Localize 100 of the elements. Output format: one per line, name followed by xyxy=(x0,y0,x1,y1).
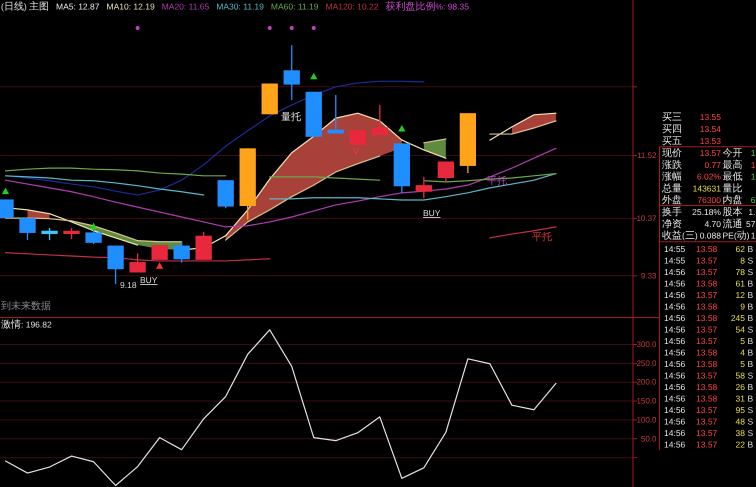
text: S xyxy=(748,324,754,334)
line-series xyxy=(4,329,557,486)
text: 13.57 xyxy=(696,404,718,415)
text: S xyxy=(748,370,754,380)
text: 13.57 xyxy=(696,290,718,300)
text: 78 xyxy=(736,266,746,277)
text: 内盘 xyxy=(722,194,742,206)
text: 1 xyxy=(750,172,756,182)
text: 14:56 xyxy=(664,266,686,277)
text: 13.58 xyxy=(696,347,718,358)
y-tick-label: 10.37 xyxy=(636,214,658,224)
text: 13.58 xyxy=(696,278,718,288)
text: 13.58 xyxy=(696,393,718,404)
text: 13.53 xyxy=(700,136,722,146)
annotation: BUY xyxy=(423,208,441,218)
text: B xyxy=(748,290,754,300)
text: 14:56 xyxy=(664,439,686,450)
text: 股本 xyxy=(722,206,742,218)
text: 38 xyxy=(736,428,746,438)
text: 13.58 xyxy=(696,301,718,312)
text: 14:56 xyxy=(664,416,686,426)
text: 14:56 xyxy=(664,358,686,369)
candlestick xyxy=(372,104,388,136)
text: 14:56 xyxy=(664,393,686,404)
chart-title: (日线) 主图 xyxy=(1,0,50,12)
point xyxy=(136,26,140,30)
text: B xyxy=(748,347,754,358)
text: B xyxy=(748,382,754,392)
text: 5 xyxy=(740,336,746,346)
text: 换手 xyxy=(662,206,682,218)
point xyxy=(90,222,98,230)
text: 54 xyxy=(736,324,746,334)
text: 9 xyxy=(740,301,746,312)
y-tick-label: 9.33 xyxy=(640,271,658,280)
candlestick xyxy=(328,94,344,134)
text: 245 xyxy=(730,312,746,323)
text: MA120: 10.22 xyxy=(326,2,379,12)
text: 14:56 xyxy=(664,347,686,358)
text: B xyxy=(748,301,754,312)
candlestick xyxy=(19,217,36,241)
text: PE(动) xyxy=(722,230,750,242)
text: 1. xyxy=(748,207,756,217)
text: MA20: 11.65 xyxy=(162,2,210,12)
text: 76300 xyxy=(697,195,722,206)
point xyxy=(312,26,316,30)
y-tick-label: 300.0 xyxy=(636,340,658,350)
text: 58 xyxy=(736,370,746,380)
text: 8 xyxy=(740,255,746,266)
point xyxy=(398,124,406,132)
text: 0.088 xyxy=(700,230,722,241)
candlestick xyxy=(416,176,432,199)
text: 26 xyxy=(736,382,746,392)
text: 量比 xyxy=(722,182,742,194)
text: 14:55 xyxy=(664,244,686,254)
text: 最低 xyxy=(722,172,742,183)
text: 13.57 xyxy=(696,416,718,426)
text: 买四 xyxy=(662,124,682,136)
text: 143631 xyxy=(692,183,722,194)
candlestick xyxy=(151,244,168,261)
text: 14:56 xyxy=(664,312,686,323)
annotation: BUY xyxy=(140,275,158,285)
text: 14:55 xyxy=(664,255,686,266)
text: 13.57 xyxy=(696,255,718,266)
line-series xyxy=(4,148,557,228)
candlestick xyxy=(129,252,146,274)
text: 激情: 196.82 xyxy=(1,318,52,330)
annotation: MA10: 12.19 xyxy=(106,2,155,12)
text: 95 xyxy=(736,404,746,415)
text: B xyxy=(748,278,754,288)
text: B xyxy=(748,312,754,323)
candlestick xyxy=(350,130,366,146)
y-tick-label: 11.52 xyxy=(637,150,658,160)
text: 1 xyxy=(750,160,756,170)
annotation: 9.18 xyxy=(120,280,137,290)
text: 6 xyxy=(750,195,756,206)
annotation: 获利盘比例%: 98.35 xyxy=(385,0,470,12)
annotation: 平托 xyxy=(532,231,552,243)
text: 4.70 xyxy=(704,218,722,229)
y-tick-label: 250.0 xyxy=(636,358,658,368)
text: 净资 xyxy=(662,218,682,230)
text: B xyxy=(748,244,754,254)
text: 13.57 xyxy=(696,266,718,277)
text: 62 xyxy=(736,244,746,254)
text: 13.58 xyxy=(696,312,718,323)
y-tick-label: 200.0 xyxy=(636,378,658,387)
text: 涨幅 xyxy=(662,170,682,183)
text: 今开 xyxy=(722,147,742,160)
text: 14:56 xyxy=(664,301,686,312)
text: 外盘 xyxy=(662,194,682,206)
text: 14:56 xyxy=(664,428,686,438)
text: 14:56 xyxy=(664,290,686,300)
point xyxy=(268,26,272,30)
y-tick-label: 100.0 xyxy=(636,415,658,424)
text: 1 xyxy=(750,148,756,158)
text: 14:56 xyxy=(664,278,686,288)
text: 48 xyxy=(736,416,746,426)
text: 收益(三) xyxy=(662,230,698,242)
text: B xyxy=(748,439,754,450)
text: B xyxy=(748,358,754,369)
text: 61 xyxy=(736,278,746,288)
